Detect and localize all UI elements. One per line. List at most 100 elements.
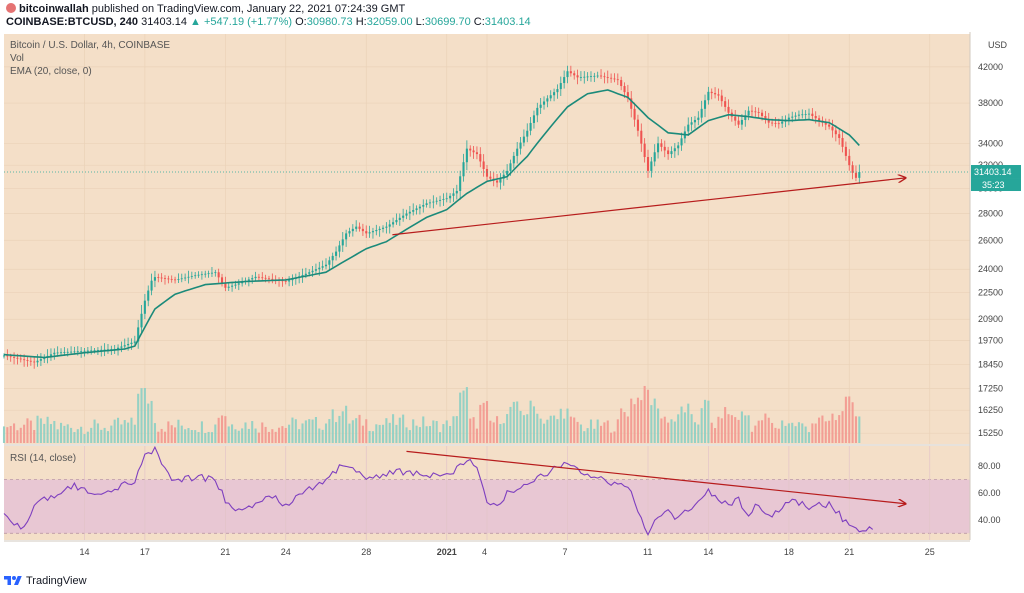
volume-bar — [214, 424, 217, 443]
candle-body — [308, 272, 311, 274]
volume-legend: Vol — [10, 53, 24, 64]
volume-bar — [39, 418, 42, 443]
candle-body — [576, 75, 579, 78]
volume-bar — [331, 409, 334, 443]
candle-body — [700, 108, 703, 118]
candle-body — [321, 266, 324, 268]
candle-body — [190, 276, 193, 277]
candle-body — [844, 146, 847, 156]
candle-body — [59, 352, 63, 354]
candle-body — [727, 106, 730, 113]
volume-bar — [392, 414, 395, 443]
volume-bar — [133, 424, 136, 443]
candle-body — [754, 111, 757, 113]
volume-bar — [395, 424, 398, 443]
volume-bar — [120, 424, 123, 443]
volume-bar — [774, 427, 777, 443]
candle-body — [579, 77, 582, 78]
candle-body — [194, 275, 197, 277]
candle-body — [234, 284, 237, 286]
candle-body — [717, 94, 720, 96]
volume-bar — [633, 404, 636, 443]
volume-bar — [683, 412, 686, 443]
volume-bar — [539, 418, 542, 443]
candle-body — [489, 176, 492, 179]
price-tick-label: 16250 — [978, 405, 1003, 415]
volume-bar — [834, 420, 837, 443]
time-tick-label: 17 — [140, 547, 150, 557]
candle-body — [526, 130, 529, 137]
candle-body — [331, 255, 334, 261]
volume-bar — [368, 430, 371, 443]
candle-body — [791, 116, 794, 118]
volume-bar — [794, 426, 797, 443]
volume-bar — [200, 421, 203, 443]
volume-bar — [127, 422, 130, 443]
candle-body — [640, 130, 643, 144]
volume-bar — [378, 424, 381, 443]
volume-bar — [415, 425, 418, 443]
volume-bar — [328, 419, 331, 443]
volume-bar — [247, 428, 250, 443]
volume-bar — [177, 419, 180, 443]
candle-body — [167, 278, 170, 280]
tradingview-footer[interactable]: TradingView — [4, 572, 87, 590]
candle-body — [73, 351, 76, 353]
candle-body — [485, 168, 489, 177]
volume-bar — [818, 417, 821, 443]
volume-bar — [237, 430, 240, 443]
time-tick-label: 4 — [482, 547, 487, 557]
candle-body — [19, 358, 22, 360]
rsi-legend: RSI (14, close) — [10, 453, 77, 464]
volume-bar — [425, 426, 428, 443]
volume-bar — [593, 428, 596, 443]
candle-body — [532, 115, 535, 123]
candle-body — [210, 272, 213, 274]
candle-body — [435, 200, 438, 202]
volume-bar — [489, 420, 492, 443]
candle-body — [398, 217, 401, 221]
ema-line — [3, 89, 860, 359]
candle-body — [610, 77, 613, 79]
candle-body — [16, 357, 19, 359]
candle-body — [133, 341, 136, 343]
candle-body — [378, 228, 381, 230]
candle-body — [335, 251, 338, 256]
candle-body — [432, 201, 435, 203]
volume-bar — [811, 423, 814, 443]
volume-bar — [623, 412, 626, 443]
candle-body — [143, 300, 146, 314]
candle-body — [365, 231, 368, 234]
candle-body — [412, 210, 415, 212]
symbol-label: COINBASE:BTCUSD, 240 — [6, 16, 139, 28]
candle-body — [824, 122, 827, 125]
candle-body — [402, 215, 405, 218]
candle-body — [583, 76, 586, 78]
volume-group — [2, 385, 861, 443]
candle-body — [9, 356, 12, 358]
candle-body — [811, 113, 814, 116]
time-tick-label: 14 — [80, 547, 90, 557]
volume-bar — [603, 422, 606, 443]
volume-bar — [724, 407, 727, 443]
volume-bar — [6, 427, 9, 443]
volume-bar — [636, 397, 639, 443]
candle-body — [177, 279, 180, 280]
candle-body — [807, 113, 811, 115]
candle-body — [63, 352, 66, 353]
candle-body — [355, 226, 358, 229]
price-tick-label: 22500 — [978, 288, 1003, 298]
volume-bar — [49, 424, 52, 443]
author-name[interactable]: bitcoinwallah — [19, 3, 89, 15]
candle-body — [573, 73, 576, 76]
volume-bar — [657, 408, 660, 443]
chart-canvas[interactable]: 15250 16250 17250 18450 19700 20900 22500 24000… — [0, 32, 1024, 572]
candle-body — [469, 148, 472, 151]
candle-body — [529, 122, 532, 131]
volume-bar — [43, 423, 46, 443]
volume-bar — [740, 411, 743, 443]
volume-bar — [610, 432, 613, 443]
volume-bar — [304, 420, 307, 443]
volume-bar — [492, 422, 495, 443]
candle-body — [449, 195, 452, 199]
